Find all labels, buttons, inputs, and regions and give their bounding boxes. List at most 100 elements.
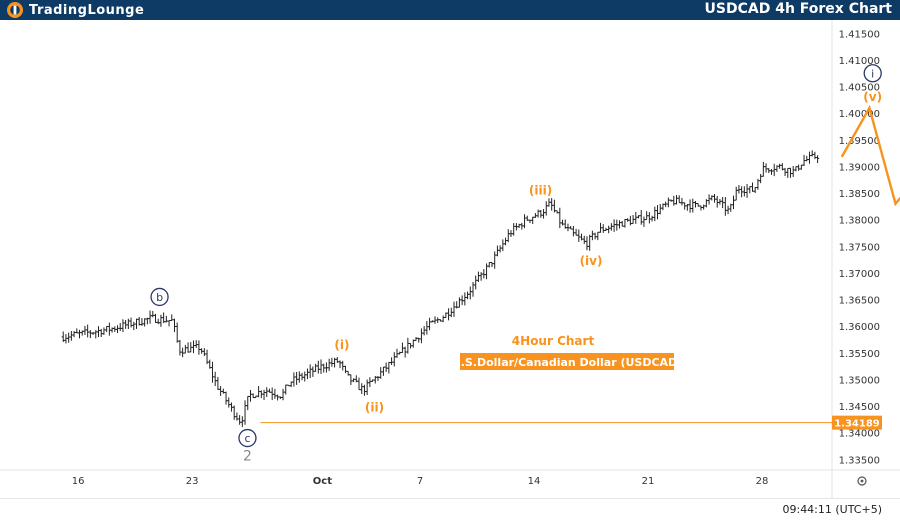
ohlc-bar-189: [574, 228, 578, 236]
ohlc-bar-65: [238, 415, 242, 425]
ohlc-bar-201: [607, 225, 611, 234]
ohlc-bar-138: [436, 317, 440, 323]
ohlc-bar-46: [186, 342, 190, 353]
x-tick-label-6: 28: [756, 476, 769, 487]
y-tick-label-9: 1.38000: [839, 216, 880, 227]
ohlc-bar-232: [691, 198, 695, 213]
chart-subtitle-box: [460, 353, 674, 370]
y-tick-label-0: 1.33500: [839, 455, 880, 466]
ohlc-bar-93: [313, 363, 318, 372]
y-tick-label-12: 1.39500: [839, 136, 880, 147]
ohlc-bar-142: [446, 308, 451, 321]
wave-label-0: b: [150, 287, 169, 307]
support-price-label: 1.34189: [834, 419, 880, 430]
header-bar: TradingLounge USDCAD 4h Forex Chart: [0, 0, 900, 20]
ohlc-bar-45: [183, 344, 187, 354]
wave-label-6: (iv): [580, 254, 603, 268]
wave-label-text: 2: [243, 449, 252, 465]
ohlc-bar-29: [140, 318, 144, 326]
ohlc-bar-52: [202, 348, 206, 357]
ohlc-bar-112: [365, 379, 369, 396]
ohlc-bar-35: [156, 318, 160, 325]
brand[interactable]: TradingLounge: [6, 0, 144, 20]
ohlc-bar-164: [506, 229, 510, 243]
wave-label-text: (v): [863, 90, 882, 104]
support-price-tag: [832, 415, 882, 430]
y-tick-label-10: 1.38500: [839, 189, 880, 200]
ohlc-bar-148: [463, 292, 467, 306]
ohlc-bar-121: [389, 357, 394, 366]
ohlc-bar-158: [490, 262, 494, 268]
ohlc-bar-197: [596, 231, 600, 241]
x-tick-label-4: 14: [528, 476, 541, 487]
ohlc-bar-39: [167, 320, 171, 327]
wave-label-circle: [150, 287, 169, 307]
ohlc-bar-228: [680, 197, 684, 206]
ohlc-bar-56: [213, 371, 217, 387]
x-tick-label-0: 16: [72, 476, 85, 487]
y-tick-label-7: 1.37000: [839, 269, 880, 280]
wave-label-1: c: [238, 428, 257, 448]
ohlc-bar-262: [772, 163, 776, 177]
ohlc-bar-220: [658, 203, 662, 215]
y-tick-label-13: 1.40000: [839, 109, 880, 120]
ohlc-bar-110: [360, 383, 364, 395]
ohlc-bar-2: [67, 332, 71, 343]
wave-label-circle: [238, 428, 257, 448]
ohlc-bar-63: [232, 405, 236, 420]
ohlc-bar-113: [368, 377, 372, 388]
y-tick-label-4: 1.35500: [839, 349, 880, 360]
ohlc-bar-162: [501, 239, 505, 252]
ohlc-bar-190: [577, 229, 581, 242]
ohlc-bar-244: [723, 197, 727, 216]
ohlc-bar-111: [362, 384, 367, 396]
ohlc-bar-13: [96, 326, 101, 337]
ohlc-bar-223: [666, 197, 670, 208]
ohlc-bar-154: [479, 272, 483, 281]
ohlc-bar-134: [425, 321, 429, 335]
ohlc-bar-14: [99, 328, 103, 338]
ohlc-bar-183: [558, 207, 562, 229]
ohlc-bar-276: [810, 150, 814, 157]
ohlc-bar-180: [550, 198, 554, 211]
price-chart[interactable]: 1.33500 1.34000 1.34500 1.35000 1.35500 1.360…: [0, 20, 900, 498]
ohlc-bar-57: [216, 376, 220, 391]
ohlc-bar-144: [452, 301, 456, 317]
x-tick-label-5: 21: [642, 476, 655, 487]
ohlc-bar-130: [414, 337, 418, 341]
wave-label-text: (ii): [365, 401, 384, 415]
y-tick-label-2: 1.34500: [839, 402, 880, 413]
wave-label-3: (i): [334, 338, 349, 352]
ohlc-bar-74: [262, 389, 266, 401]
wave-label-7: (v): [863, 90, 882, 104]
ohlc-bar-103: [341, 360, 345, 371]
ohlc-bar-89: [303, 371, 307, 382]
ohlc-bar-219: [655, 205, 660, 220]
y-tick-label-14: 1.40500: [839, 83, 880, 94]
ohlc-bar-271: [797, 164, 801, 171]
ohlc-bar-151: [471, 282, 475, 297]
ohlc-bar-150: [468, 286, 472, 300]
ohlc-bar-166: [512, 223, 516, 236]
ohlc-bar-236: [702, 204, 706, 210]
ohlc-bar-161: [498, 245, 502, 253]
ohlc-bar-104: [343, 365, 348, 374]
ohlc-bar-211: [634, 211, 638, 224]
ohlc-bar-61: [227, 397, 231, 408]
ohlc-bar-233: [693, 200, 698, 208]
y-tick-label-3: 1.35000: [839, 375, 880, 386]
brand-name: TradingLounge: [29, 2, 145, 18]
ohlc-bar-278: [816, 155, 820, 164]
ohlc-bar-231: [688, 199, 692, 213]
ohlc-bar-33: [151, 310, 155, 318]
ohlc-bar-193: [585, 236, 589, 251]
ohlc-bar-259: [764, 163, 768, 173]
ohlc-bar-277: [813, 151, 817, 160]
ohlc-bar-178: [544, 201, 548, 216]
wave-label-text: b: [156, 291, 163, 304]
ohlc-bar-10: [88, 330, 92, 339]
ohlc-bar-77: [270, 387, 274, 401]
ohlc-bar-67: [243, 400, 247, 425]
axis-settings-icon[interactable]: [857, 476, 867, 486]
